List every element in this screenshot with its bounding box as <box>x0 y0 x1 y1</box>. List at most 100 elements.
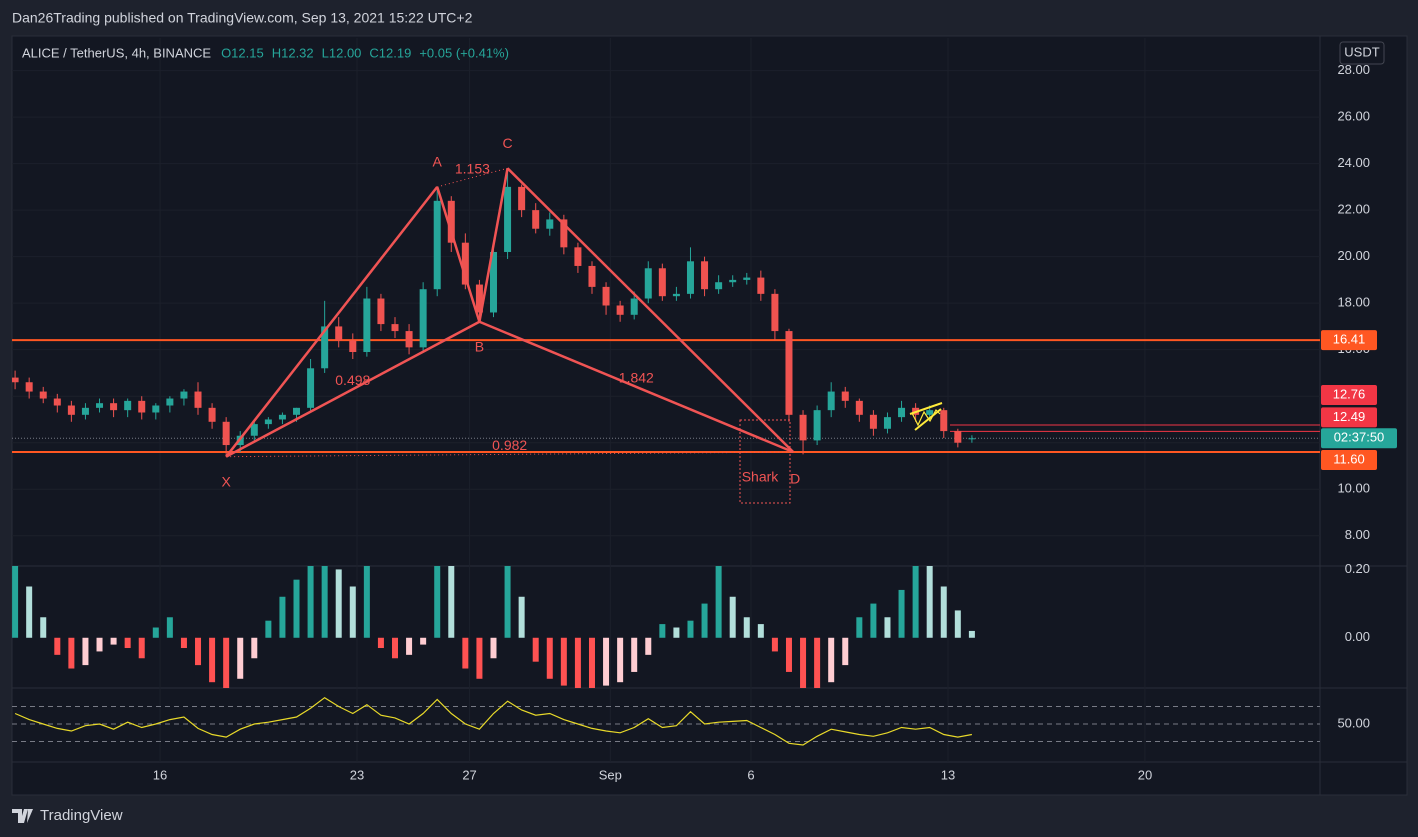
rsi-line <box>14 696 973 746</box>
candle-body <box>757 277 765 294</box>
y-tick-label: 26.00 <box>1337 109 1370 124</box>
momentum-bar <box>434 566 441 638</box>
x-tick-label: 16 <box>153 767 167 782</box>
momentum-bar <box>631 637 638 672</box>
candle-body <box>222 421 230 446</box>
axes: USDT 8.0010.0012.0014.0016.0018.0020.002… <box>153 41 1397 782</box>
symbol-title: ALICE / TetherUS, 4h, BINANCE <box>22 45 211 60</box>
pattern-line <box>478 320 794 454</box>
momentum-bar <box>448 566 455 638</box>
candle-body <box>307 368 315 408</box>
momentum-bar <box>377 637 384 649</box>
y-tick-label: 8.00 <box>1345 527 1370 542</box>
rsi-pane <box>12 696 1320 746</box>
candle-body <box>588 265 596 287</box>
momentum-bar <box>96 637 103 652</box>
pattern-line <box>225 320 481 458</box>
pattern-point-label: B <box>475 338 484 354</box>
candle-body <box>293 407 301 415</box>
momentum-bar <box>307 566 314 638</box>
pattern-dotted-line <box>437 167 508 188</box>
momentum-bar <box>476 637 483 679</box>
candle-body <box>799 414 807 441</box>
momentum-bar <box>265 620 272 638</box>
y-tick-label: 0.20 <box>1345 561 1370 576</box>
candle-body <box>504 186 512 252</box>
candle-body <box>532 210 540 229</box>
momentum-bar <box>138 637 145 659</box>
momentum-bar <box>673 627 680 638</box>
momentum-bar <box>490 637 497 659</box>
candle-body <box>208 407 216 422</box>
brand-logo <box>12 809 33 823</box>
legend: ALICE / TetherUS, 4h, BINANCE O12.15 H12.… <box>22 45 509 60</box>
momentum-bar <box>898 589 905 638</box>
chart-frame <box>11 35 1408 796</box>
x-tick-label: 27 <box>462 767 476 782</box>
momentum-bar <box>237 637 244 679</box>
momentum-bar <box>209 637 216 683</box>
x-tick-label: 13 <box>941 767 955 782</box>
candle-body <box>827 391 835 411</box>
momentum-bar <box>842 637 849 666</box>
momentum-bar <box>251 637 258 659</box>
candle-body <box>715 282 723 290</box>
momentum-bar <box>420 637 427 645</box>
candle-body <box>96 403 104 408</box>
momentum-bar <box>392 637 399 659</box>
candle-body <box>546 219 554 229</box>
candle-body <box>321 326 329 369</box>
momentum-bar <box>40 617 47 638</box>
momentum-bar <box>940 586 947 638</box>
momentum-bar <box>645 637 652 655</box>
price-pane <box>12 167 1320 458</box>
candle-body <box>672 293 680 297</box>
pattern-point-label: X <box>221 473 231 489</box>
momentum-bar <box>912 566 919 638</box>
publisher: Dan26Trading published on TradingView.co… <box>12 10 473 26</box>
momentum-bar <box>180 637 187 649</box>
y-tick-label: 22.00 <box>1337 202 1370 217</box>
candle-body <box>954 431 962 443</box>
momentum-bar <box>757 624 764 638</box>
candle-body <box>686 261 694 294</box>
momentum-bar <box>223 637 230 688</box>
y-tick-label: 0.00 <box>1345 629 1370 644</box>
candle-body <box>194 391 202 408</box>
pattern-ratio: 0.982 <box>492 437 527 453</box>
candle-body <box>349 340 357 353</box>
momentum-bar <box>54 637 61 655</box>
candle-body <box>602 286 610 306</box>
candle-body <box>701 261 709 290</box>
pattern-point-label: C <box>503 135 513 151</box>
unit-box <box>1339 41 1385 65</box>
momentum-bar <box>603 637 610 686</box>
shark-box <box>739 419 791 504</box>
momentum-bar <box>518 596 525 638</box>
momentum-bar <box>349 586 356 638</box>
candle-body <box>278 414 286 420</box>
pattern-dotted-line <box>226 451 794 458</box>
x-tick-label: Sep <box>599 767 622 782</box>
candle-body <box>419 289 427 348</box>
price-tag-label: 12.49 <box>1333 409 1366 424</box>
legend-value: H12.32 <box>272 45 314 60</box>
pattern-name: Shark <box>742 469 780 485</box>
momentum-bar <box>785 637 792 672</box>
candle-body <box>630 298 638 315</box>
pattern-line <box>478 168 509 322</box>
momentum-bar <box>26 586 33 638</box>
legend-value: +0.05 (+0.41%) <box>419 45 509 60</box>
pattern-ratio: 1.842 <box>619 370 654 386</box>
candle-body <box>67 405 75 415</box>
candle-body <box>574 247 582 266</box>
momentum-bar <box>884 617 891 638</box>
legend-value: L12.00 <box>322 45 362 60</box>
x-tick-label: 20 <box>1138 767 1152 782</box>
pattern-line <box>225 186 439 458</box>
momentum-bar <box>560 637 567 686</box>
momentum-bar <box>152 627 159 638</box>
candle-body <box>138 400 146 413</box>
price-tag <box>1321 385 1377 406</box>
momentum-bar <box>617 637 624 683</box>
